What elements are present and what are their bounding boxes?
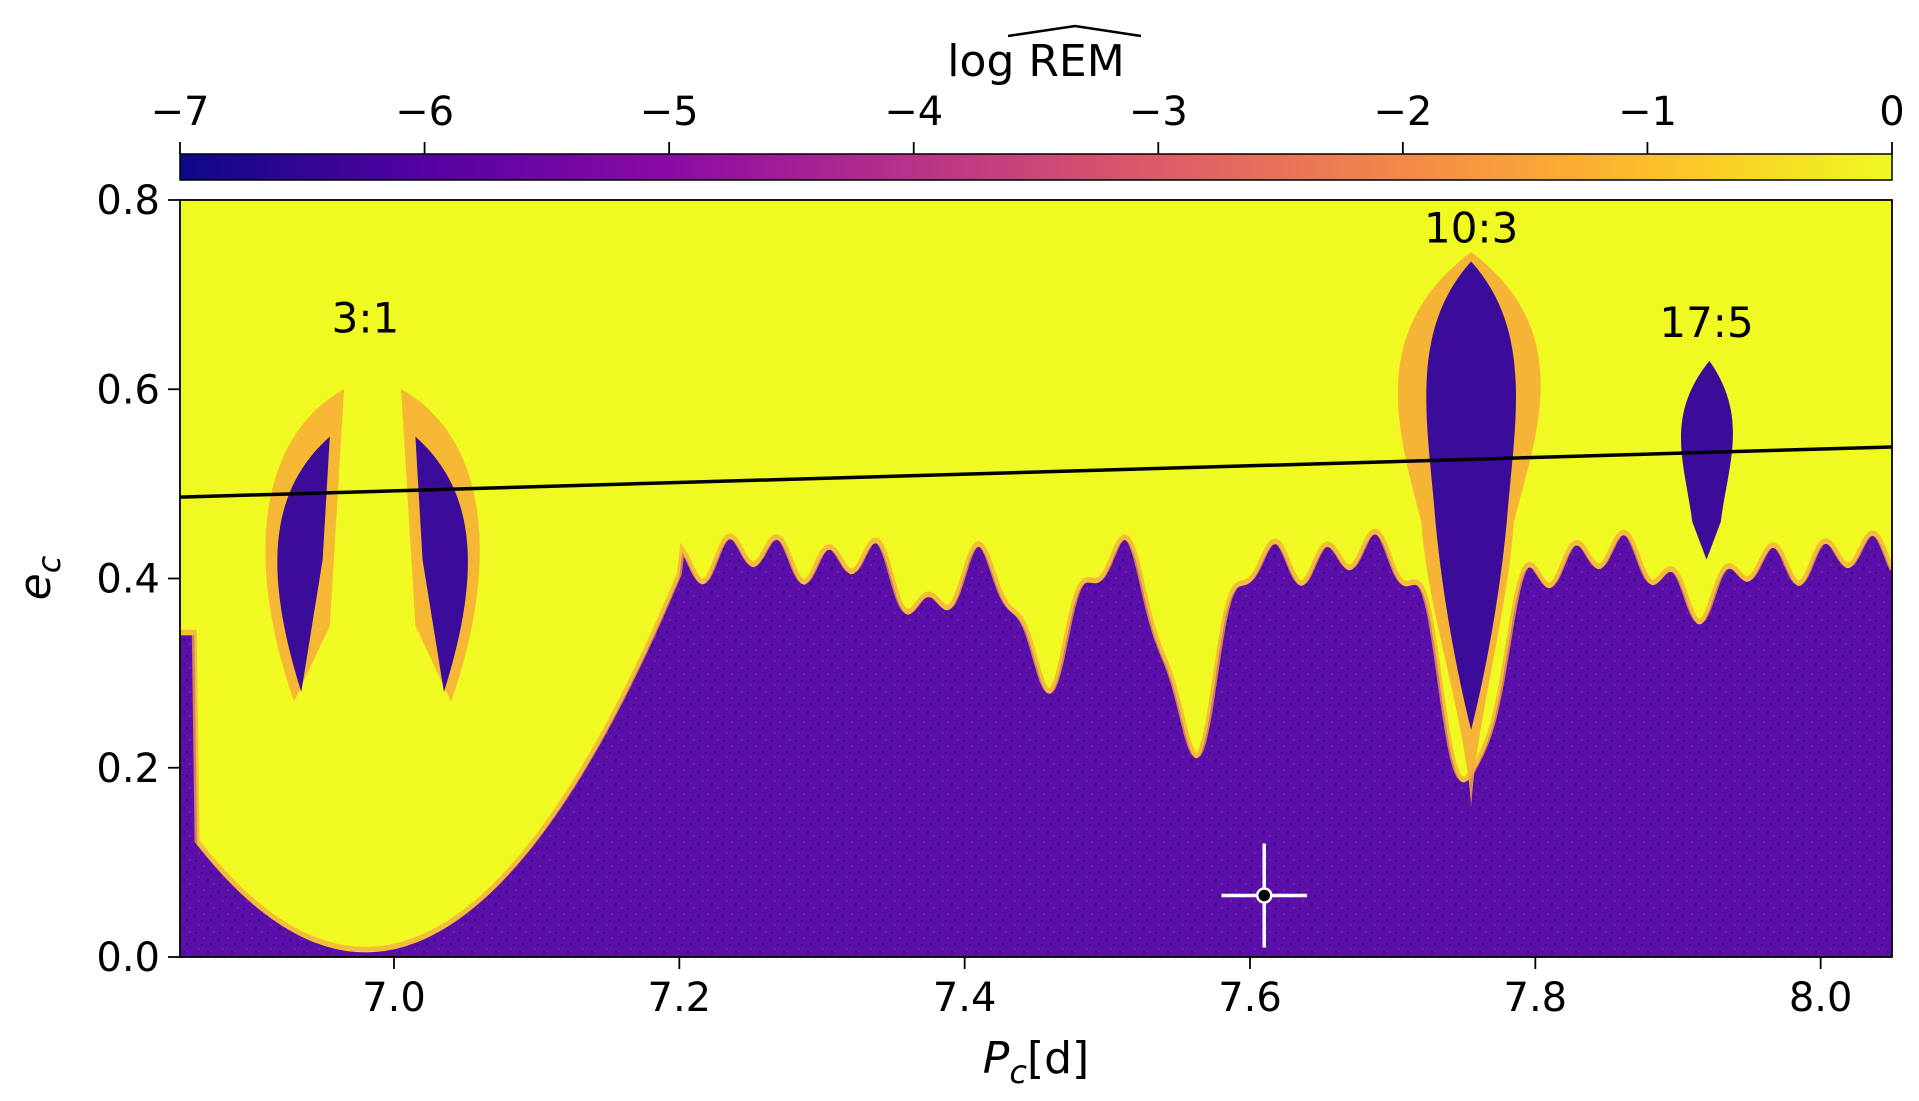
boundary-line — [180, 445, 1892, 499]
y-tick-label: 0.2 — [96, 746, 160, 792]
colorbar: −7 −6 −5 −4 −3 −2 −1 0 log REM — [151, 24, 1905, 181]
marker-point — [1256, 887, 1273, 904]
resonance-label: 3:1 — [332, 293, 400, 342]
x-tick-label: 7.6 — [1218, 975, 1282, 1021]
colorbar-tick-label: −4 — [884, 89, 943, 135]
y-tick-label: 0.4 — [96, 557, 160, 603]
x-tick-label: 7.0 — [362, 975, 426, 1021]
colorbar-ticks: −7 −6 −5 −4 −3 −2 −1 0 — [151, 89, 1905, 154]
colorbar-tick-label: −7 — [151, 89, 210, 135]
colorbar-label: log REM — [947, 36, 1124, 87]
heatmap-transition-band — [180, 528, 1892, 952]
colorbar-gradient — [179, 153, 1893, 181]
x-axis-label: Pc[d] — [983, 1033, 1089, 1091]
resonance-label: 10:3 — [1424, 204, 1518, 253]
x-tick-label: 7.2 — [648, 975, 712, 1021]
x-axis-ticks: 7.0 7.2 7.4 7.6 7.8 8.0 — [362, 957, 1852, 1021]
resonance-label: 17:5 — [1659, 298, 1753, 347]
x-tick-label: 8.0 — [1789, 975, 1853, 1021]
resonance-3-1-core — [415, 436, 468, 693]
resonance-17-5-core — [1680, 360, 1733, 560]
colorbar-tick-label: −5 — [640, 89, 699, 135]
colorbar-label-hat — [1007, 24, 1142, 38]
y-axis-label: ec — [10, 555, 68, 600]
heatmap-regular-region — [180, 534, 1892, 957]
resonance-labels: 3:1 10:3 17:5 — [332, 204, 1754, 348]
y-tick-label: 0.0 — [96, 935, 160, 981]
y-tick-label: 0.8 — [96, 178, 160, 224]
colorbar-tick-label: −2 — [1373, 89, 1432, 135]
x-tick-label: 7.8 — [1504, 975, 1568, 1021]
colorbar-tick-label: 0 — [1879, 89, 1904, 135]
x-tick-label: 7.4 — [933, 975, 997, 1021]
resonance-structures — [265, 252, 1733, 806]
observed-marker — [1221, 843, 1308, 948]
resonance-10-3-core — [1426, 261, 1516, 730]
plot-area — [180, 200, 1892, 957]
colorbar-tick-label: −3 — [1129, 89, 1188, 135]
colorbar-tick-label: −6 — [395, 89, 454, 135]
y-tick-label: 0.6 — [96, 367, 160, 413]
colorbar-tick-label: −1 — [1618, 89, 1677, 135]
resonance-3-1-core — [277, 436, 330, 693]
y-axis-ticks: 0.0 0.2 0.4 0.6 0.8 — [96, 178, 180, 981]
